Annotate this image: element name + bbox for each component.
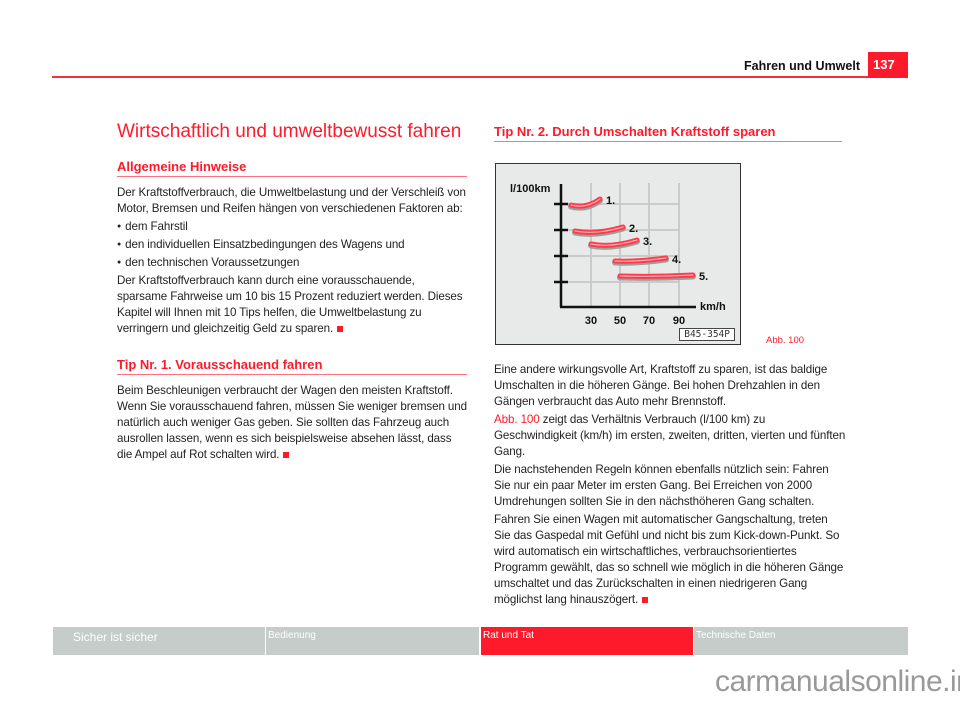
- figure-code: B45-354P: [679, 328, 735, 341]
- gear-label: 1.: [606, 195, 615, 207]
- paragraph: Eine andere wirkungsvolle Art, Kraftstof…: [494, 363, 828, 408]
- paragraph: Abb. 100 zeigt das Verhältnis Verbrauch …: [494, 412, 846, 460]
- paragraph: Fahren Sie einen Wagen mit automatischer…: [494, 512, 846, 608]
- section-heading-tip1: Tip Nr. 1. Vorausschauend fahren: [117, 357, 467, 375]
- paragraph-text: zeigt das Verhältnis Verbrauch (l/100 km…: [494, 413, 846, 458]
- x-tick-label: 30: [585, 315, 597, 327]
- paragraph-text: Fahren Sie einen Wagen mit automatischer…: [494, 513, 844, 606]
- paragraph: Der Kraftstoffverbrauch kann durch eine …: [117, 273, 467, 337]
- figure-reference-link[interactable]: Abb. 100: [494, 413, 540, 426]
- figure-caption: Abb. 100: [766, 335, 805, 346]
- chapter-title: Fahren und Umwelt: [744, 59, 860, 73]
- gear-curve-highlight: [574, 226, 624, 233]
- watermark: carmanualsonline.info: [715, 665, 960, 698]
- x-tick-label: 90: [673, 315, 685, 327]
- gear-curve-highlight: [570, 198, 601, 207]
- paragraph: Die nachstehenden Regeln können ebenfall…: [494, 463, 829, 508]
- bullet-item: den individuellen Einsatzbedingungen des…: [117, 237, 467, 253]
- y-axis-label: l/100km: [510, 183, 551, 195]
- bullet-item: dem Fahrstil: [117, 219, 467, 235]
- diagram-svg: l/100km km/h 30 50 70 90 1. 2. 3. 4. 5.: [510, 183, 726, 327]
- paragraph: Der Kraftstoffverbrauch, die Umweltbelas…: [117, 186, 466, 215]
- bullet-item: den technischen Voraussetzungen: [117, 255, 467, 271]
- section-tip1-body: Beim Beschleunigen verbraucht der Wagen …: [117, 383, 467, 465]
- gear-curve-highlight: [619, 274, 694, 277]
- section-general-body: Der Kraftstoffverbrauch, die Umweltbelas…: [117, 185, 467, 339]
- footer-tab-sicher[interactable]: Sicher ist sicher: [53, 627, 265, 655]
- gear-label: 3.: [643, 236, 652, 248]
- gear-curve-highlight: [590, 239, 638, 246]
- paragraph-text: Beim Beschleunigen verbraucht der Wagen …: [117, 384, 467, 461]
- footer-tab-rat-und-tat[interactable]: Rat und Tat: [481, 627, 693, 655]
- end-marker-icon: [642, 597, 649, 603]
- end-marker-icon: [283, 452, 290, 458]
- end-marker-icon: [337, 326, 344, 332]
- gear-curve-highlight: [614, 257, 667, 262]
- page-title: Wirtschaftlich und umweltbewusst fahren: [117, 121, 462, 142]
- gear-label: 5.: [699, 271, 708, 283]
- figure-consumption-diagram: l/100km km/h 30 50 70 90 1. 2. 3. 4. 5. B45-354P: [495, 163, 741, 345]
- gear-label: 4.: [672, 254, 681, 266]
- header-rule: [52, 76, 868, 78]
- gear-label: 2.: [629, 223, 638, 235]
- footer-tab-bedienung[interactable]: Bedienung: [266, 627, 479, 655]
- section-heading-general: Allgemeine Hinweise: [117, 159, 467, 177]
- paragraph: Beim Beschleunigen verbraucht der Wagen …: [117, 383, 467, 463]
- x-axis-label: km/h: [700, 301, 726, 313]
- x-tick-label: 70: [643, 315, 655, 327]
- footer-tab-technische-daten[interactable]: Technische Daten: [694, 627, 908, 655]
- section-heading-tip2: Tip Nr. 2. Durch Umschalten Kraftstoff s…: [494, 124, 842, 142]
- left-column: Wirtschaftlich und umweltbewusst fahren …: [117, 121, 467, 465]
- page-number: 137: [868, 52, 908, 78]
- x-tick-label: 50: [614, 315, 626, 327]
- paragraph-text: Der Kraftstoffverbrauch kann durch eine …: [117, 274, 463, 335]
- section-tip2-body: Eine andere wirkungsvolle Art, Kraftstof…: [494, 362, 846, 610]
